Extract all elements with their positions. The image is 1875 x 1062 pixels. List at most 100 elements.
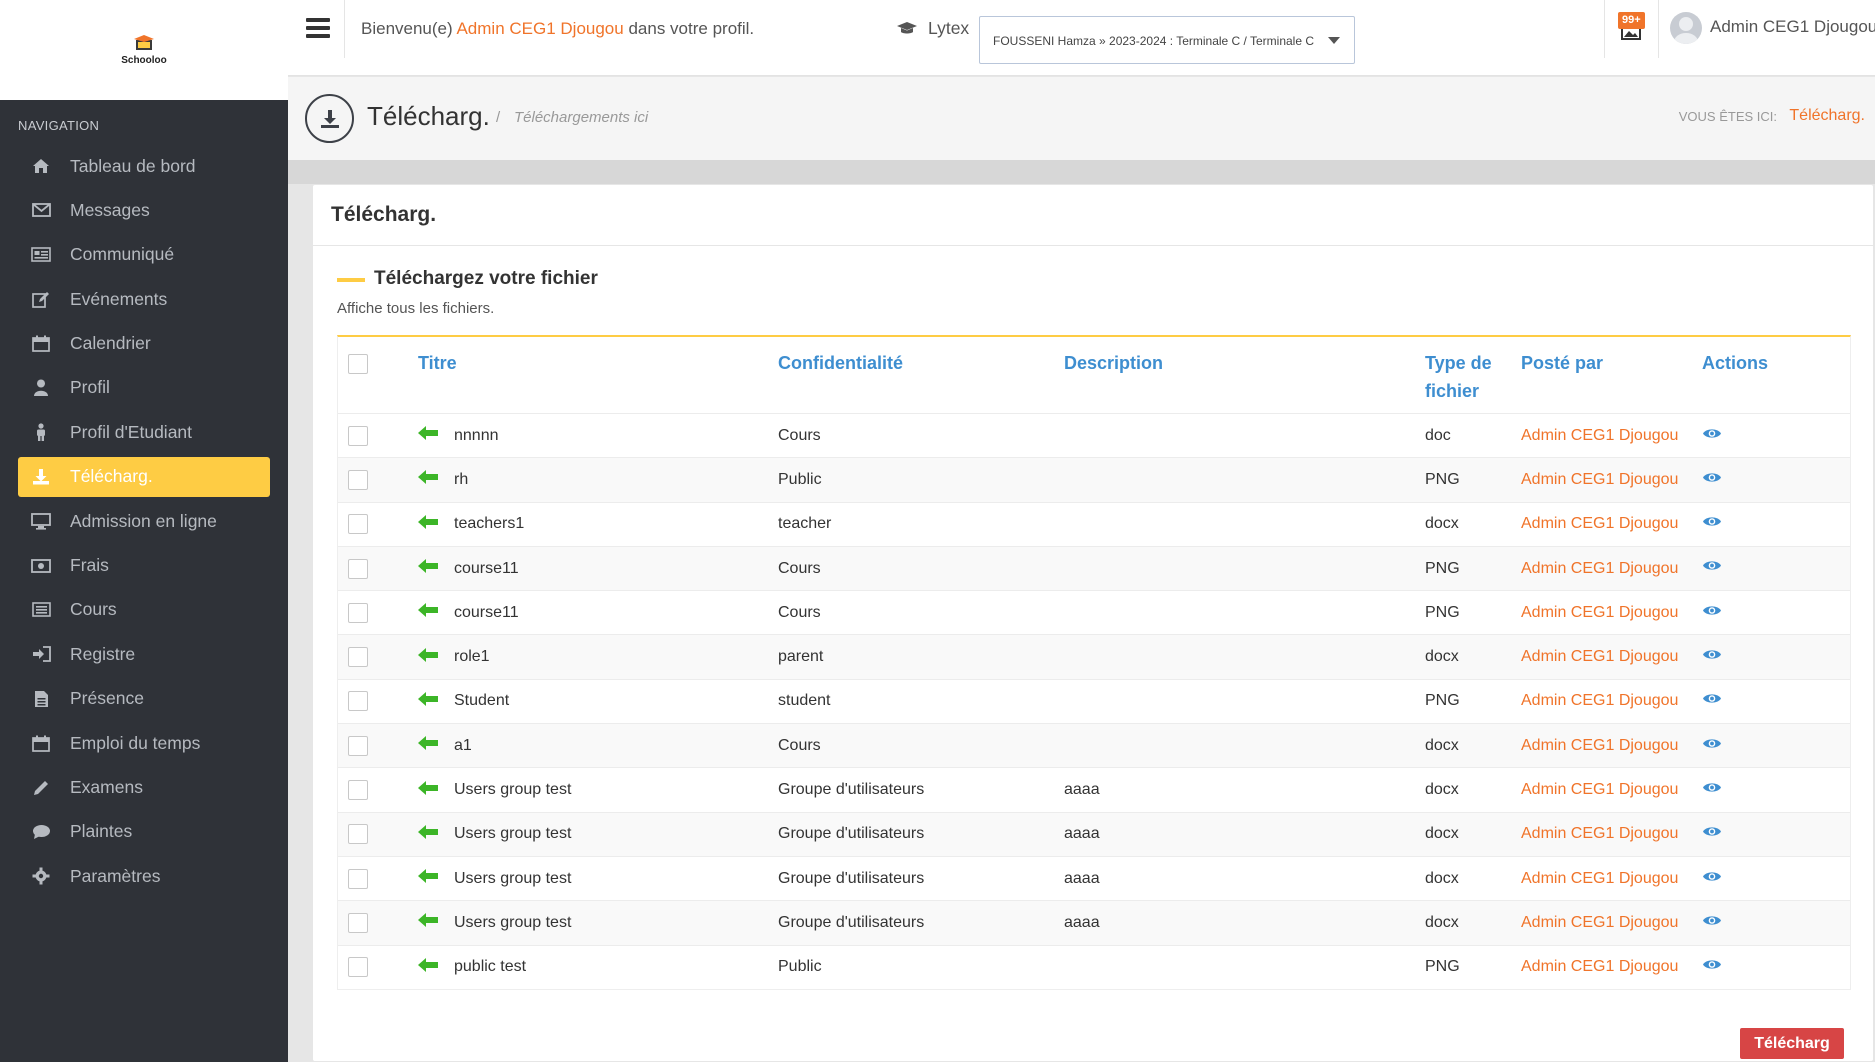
avatar[interactable] (1670, 12, 1702, 44)
edit-icon (30, 288, 52, 310)
posted-by-cell[interactable]: Admin CEG1 Djougou (1511, 501, 1692, 547)
posted-by-cell[interactable]: Admin CEG1 Djougou (1511, 767, 1692, 813)
sidebar-item[interactable]: Télécharg. (18, 456, 270, 497)
column-header-confidentiality[interactable]: Confidentialité (778, 353, 903, 373)
file-title[interactable]: public test (454, 958, 527, 976)
file-title[interactable]: course11 (454, 603, 519, 621)
actions-cell (1692, 811, 1850, 857)
row-checkbox[interactable] (348, 780, 368, 801)
posted-by-cell[interactable]: Admin CEG1 Djougou (1511, 678, 1692, 724)
sidebar-item[interactable]: Présence (18, 679, 270, 719)
download-button[interactable]: Télécharg (1740, 1028, 1844, 1059)
sidebar-item[interactable]: Cours (18, 590, 270, 630)
nav-list: Tableau de bord Messages Communiqué Evéneme… (0, 146, 288, 901)
notifications-button[interactable]: 99+ (1618, 12, 1652, 42)
view-eye-icon[interactable] (1702, 604, 1722, 622)
sidebar-item-label: Frais (70, 555, 109, 576)
sidebar-item[interactable]: Communiqué (18, 235, 270, 275)
sidebar-item[interactable]: Tableau de bord (18, 146, 270, 186)
pencil-icon (30, 776, 52, 798)
column-header-posted-by[interactable]: Posté par (1521, 353, 1604, 373)
sidebar-item-label: Télécharg. (70, 466, 153, 487)
posted-by-cell[interactable]: Admin CEG1 Djougou (1511, 855, 1692, 901)
user-menu[interactable]: Admin CEG1 Djougou (1710, 17, 1875, 36)
row-checkbox[interactable] (348, 912, 368, 933)
sidebar-item[interactable]: Frais (18, 546, 270, 586)
row-checkbox[interactable] (348, 514, 368, 535)
posted-by-cell[interactable]: Admin CEG1 Djougou (1511, 634, 1692, 680)
posted-by-cell[interactable]: Admin CEG1 Djougou (1511, 723, 1692, 768)
sidebar-item[interactable]: Evénements (18, 279, 270, 319)
posted-by-cell[interactable]: Admin CEG1 Djougou (1511, 545, 1692, 591)
student-year-select[interactable]: FOUSSENI Hamza » 2023-2024 : Terminale C… (979, 16, 1355, 64)
sidebar-item[interactable]: Emploi du temps (18, 723, 270, 763)
view-eye-icon[interactable] (1702, 914, 1722, 932)
sidebar-item[interactable]: Examens (18, 767, 270, 807)
view-eye-icon[interactable] (1702, 471, 1722, 489)
file-title[interactable]: rh (454, 470, 469, 488)
row-checkbox[interactable] (348, 602, 368, 623)
actions-cell (1692, 590, 1850, 635)
table-row: Users group test Groupe d'utilisateurs aaa… (338, 811, 1850, 857)
row-checkbox[interactable] (348, 691, 368, 712)
row-checkbox[interactable] (348, 425, 368, 446)
file-title[interactable]: teachers1 (454, 515, 525, 533)
row-checkbox[interactable] (348, 824, 368, 845)
row-select-cell (338, 590, 408, 635)
view-eye-icon[interactable] (1702, 781, 1722, 799)
sidebar-item[interactable]: Paramètres (18, 856, 270, 896)
posted-by-cell[interactable]: Admin CEG1 Djougou (1511, 811, 1692, 857)
user-icon (30, 377, 52, 399)
row-checkbox[interactable] (348, 735, 368, 756)
file-title[interactable]: Users group test (454, 869, 572, 887)
download-icon (30, 466, 52, 488)
breadcrumb[interactable]: Télécharg. (1789, 107, 1865, 124)
view-eye-icon[interactable] (1702, 825, 1722, 843)
file-type-cell: docx (1415, 634, 1511, 680)
view-eye-icon[interactable] (1702, 958, 1722, 976)
sidebar-item-label: Plaintes (70, 821, 133, 842)
row-checkbox[interactable] (348, 647, 368, 668)
row-checkbox[interactable] (348, 558, 368, 579)
sidebar-item[interactable]: Messages (18, 190, 270, 230)
file-title[interactable]: Student (454, 692, 510, 710)
column-header-title[interactable]: Titre (418, 353, 457, 373)
brand-logo[interactable]: Schooloo (0, 0, 288, 100)
nav-title: NAVIGATION (18, 118, 100, 133)
view-eye-icon[interactable] (1702, 648, 1722, 666)
posted-by-cell[interactable]: Admin CEG1 Djougou (1511, 590, 1692, 635)
view-eye-icon[interactable] (1702, 515, 1722, 533)
file-title[interactable]: nnnnn (454, 426, 499, 444)
file-title[interactable]: Users group test (454, 825, 572, 843)
view-eye-icon[interactable] (1702, 870, 1722, 888)
sidebar-item-label: Admission en ligne (70, 510, 217, 531)
sidebar-item[interactable]: Profil d'Etudiant (18, 412, 270, 452)
posted-by-cell[interactable]: Admin CEG1 Djougou (1511, 900, 1692, 946)
table-row: Student student PNG Admin CEG1 Djougou (338, 678, 1850, 724)
sidebar-item[interactable]: Profil (18, 368, 270, 408)
sidebar-item[interactable]: Plaintes (18, 812, 270, 852)
column-header-description[interactable]: Description (1064, 353, 1164, 373)
view-eye-icon[interactable] (1702, 737, 1722, 755)
file-title[interactable]: a1 (454, 736, 472, 754)
file-title[interactable]: course11 (454, 559, 519, 577)
view-eye-icon[interactable] (1702, 559, 1722, 577)
select-all-checkbox[interactable] (348, 354, 368, 375)
view-eye-icon[interactable] (1702, 692, 1722, 710)
sidebar-item[interactable]: Admission en ligne (18, 501, 270, 541)
posted-by-cell[interactable]: Admin CEG1 Djougou (1511, 457, 1692, 503)
posted-by-cell[interactable]: Admin CEG1 Djougou (1511, 944, 1692, 990)
row-checkbox[interactable] (348, 469, 368, 490)
row-checkbox[interactable] (348, 868, 368, 889)
calendar-icon (30, 732, 52, 754)
sidebar-item[interactable]: Registre (18, 634, 270, 674)
posted-by-cell[interactable]: Admin CEG1 Djougou (1511, 412, 1692, 458)
row-checkbox[interactable] (348, 957, 368, 978)
column-header-file-type[interactable]: Type de fichier (1415, 337, 1511, 414)
view-eye-icon[interactable] (1702, 427, 1722, 445)
sidebar-item[interactable]: Calendrier (18, 324, 270, 364)
file-title[interactable]: Users group test (454, 913, 572, 931)
file-title[interactable]: role1 (454, 648, 490, 666)
file-title[interactable]: Users group test (454, 781, 572, 799)
menu-toggle-icon[interactable] (306, 18, 330, 40)
